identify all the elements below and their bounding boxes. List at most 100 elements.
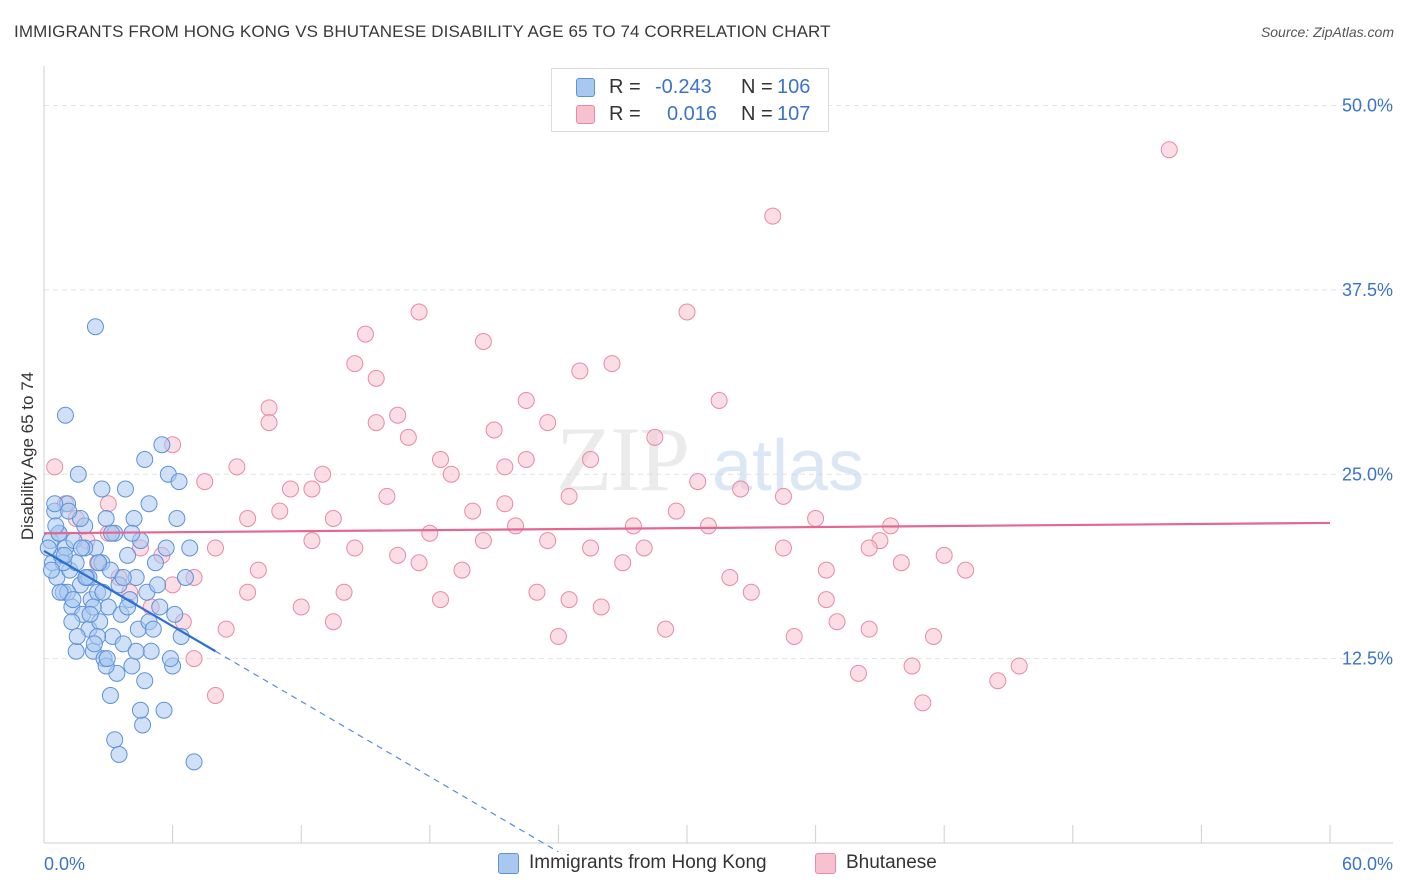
hong-kong-point [142,642,160,660]
bhutanese-point [442,465,460,483]
y-axis-label: Disability Age 65 to 74 [18,372,37,540]
bottom-legend-swatch-blue [498,852,519,874]
bhutanese-point [742,583,760,601]
bhutanese-point [357,325,374,343]
hong-kong-point [123,657,141,675]
bhutanese-point [399,428,417,446]
bhutanese-point [817,561,835,579]
bhutanese-point [421,524,439,542]
legend-r-value: 0.016 [667,102,718,125]
hong-kong-point [185,753,203,771]
bhutanese-point [432,451,450,468]
hong-kong-point [68,628,86,645]
bhutanese-point [378,487,396,505]
bhutanese-point [271,502,289,520]
bhutanese-point [764,207,782,225]
bhutanese-point [721,569,739,586]
legend-r-label: R = [609,102,641,125]
bhutanese-point [817,591,835,609]
hong-kong-point [51,583,69,601]
bhutanese-point [774,539,792,557]
bhutanese-point [935,546,953,564]
hong-kong-point [67,642,85,660]
bottom-legend-swatch-pink [815,852,836,874]
legend-r-label: R = [609,75,641,98]
hong-kong-point [114,635,132,653]
hong-kong-point [55,546,73,564]
hong-kong-point [153,436,171,454]
bhutanese-point [410,554,428,572]
hong-kong-point [131,701,149,719]
bhutanese-point [924,628,942,645]
bhutanese-point [560,591,578,609]
hong-kong-point [168,510,186,527]
bhutanese-point [849,664,867,682]
hong-kong-point [63,613,81,631]
bhutanese-point [667,502,685,520]
bhutanese-point [624,517,642,535]
hong-kong-point [90,554,108,572]
source-label: Source: ZipAtlas.com [1260,24,1394,40]
bhutanese-point [389,406,407,424]
x-tick-label: 60.0% [1342,854,1393,874]
bhutanese-point [303,480,321,498]
bhutanese-point [582,451,600,468]
bhutanese-point [485,421,503,439]
bottom-legend-bhutanese[interactable]: Bhutanese [815,852,937,874]
stats-legend: R = -0.243 N = 106 R = 0.016 N = 107 [551,68,829,132]
bhutanese-point [710,392,728,409]
bhutanese-point [860,620,878,638]
gridlines [44,105,1393,660]
hong-kong-point [144,620,162,638]
hong-kong-point [176,569,194,586]
bhutanese-point [228,458,246,476]
bhutanese-point [528,583,546,601]
legend-n-label: N = [741,102,773,125]
hong-kong-point [114,569,132,586]
y-tick-label: 12.5% [1342,649,1393,669]
chart-title: IMMIGRANTS FROM HONG KONG VS BHUTANESE D… [14,22,831,41]
bhutanese-point [592,598,610,616]
bhutanese-points [46,141,1178,712]
bhutanese-point [99,495,117,513]
bottom-legend-label: Bhutanese [846,852,937,873]
bhutanese-point [539,414,557,432]
legend-n-label: N = [741,75,773,98]
hong-kong-point [136,672,154,690]
bhutanese-point [807,510,825,527]
hong-kong-point [155,701,173,719]
bhutanese-point [239,510,257,527]
bhutanese-point [474,532,492,550]
bhutanese-point [367,414,385,432]
bhutanese-point [303,532,321,550]
hong-kong-point [149,576,167,594]
tick-labels: 12.5% 25.0% 37.5% 50.0% 0.0% 60.0% [44,96,1393,875]
bhutanese-point [539,532,557,550]
bhutanese-point [206,539,224,557]
bhutanese-point [46,458,64,476]
axes [43,66,1393,844]
hong-kong-point [110,746,128,763]
bhutanese-point [507,517,525,535]
bhutanese-point [657,620,675,638]
hong-kong-point [119,546,137,564]
bhutanese-point [892,554,910,572]
hong-kong-point [140,495,158,513]
hong-kong-point [98,650,116,668]
bhutanese-point [260,414,278,432]
hong-kong-point [116,480,134,498]
bhutanese-point [635,539,653,557]
legend-n-value: 106 [777,75,811,98]
hong-kong-trend-line [43,550,217,653]
hong-kong-point [166,605,184,623]
hong-kong-point [43,561,61,579]
bhutanese-point [560,487,578,505]
bhutanese-point [432,591,450,609]
legend-swatch-pink [576,104,595,124]
hong-kong-point [46,495,64,513]
bhutanese-point [989,672,1007,690]
bottom-legend-hong-kong[interactable]: Immigrants from Hong Kong [498,852,767,874]
watermark: ZIP atlas [556,408,864,510]
bhutanese-point [785,628,803,645]
